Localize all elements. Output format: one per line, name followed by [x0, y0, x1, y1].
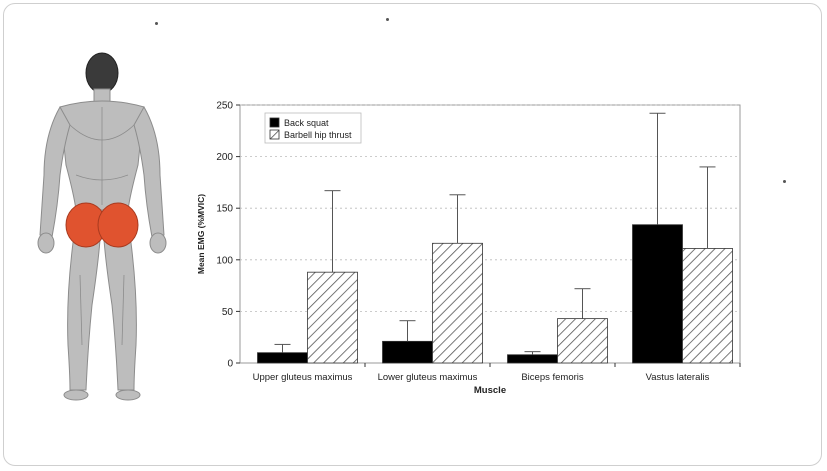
speck-mark	[783, 180, 786, 183]
bar-back-squat	[382, 340, 433, 364]
bar-hip-thrust	[557, 318, 608, 364]
emg-bar-chart: 0 50 100 150 200 250 Mean EMG (%MVIC) Upper glu…	[185, 95, 755, 405]
speck-mark	[155, 22, 158, 25]
y-axis-label: Mean EMG (%MVIC)	[196, 194, 206, 274]
y-tick-label: 100	[216, 255, 233, 266]
legend-swatch	[269, 129, 280, 140]
x-tick-label: Biceps femoris	[521, 372, 584, 383]
legend-label: Back squat	[284, 118, 329, 128]
body-back-view-icon	[37, 52, 167, 401]
legend-swatch	[269, 117, 280, 128]
anatomy-figure	[30, 45, 180, 405]
bar-back-squat	[632, 224, 683, 364]
x-axis-label: Muscle	[474, 385, 506, 396]
figure-card	[3, 3, 822, 466]
x-tick-label: Upper gluteus maximus	[253, 372, 353, 383]
y-tick-label: 250	[216, 101, 233, 112]
bar-hip-thrust	[432, 242, 483, 364]
bar-back-squat	[257, 352, 308, 364]
bar-hip-thrust	[682, 248, 733, 364]
x-tick-label: Lower gluteus maximus	[378, 372, 478, 383]
y-tick-label: 50	[222, 307, 234, 318]
bar-back-squat	[507, 354, 558, 364]
bar-hip-thrust	[307, 271, 358, 364]
chart-svg: 0 50 100 150 200 250 Mean EMG (%MVIC) Upper glu…	[196, 101, 741, 396]
speck-mark	[386, 18, 389, 21]
legend-box	[264, 112, 362, 144]
legend-label: Barbell hip thrust	[284, 130, 352, 140]
y-tick-label: 150	[216, 204, 233, 215]
x-tick-label: Vastus lateralis	[646, 372, 710, 383]
y-tick-label: 200	[216, 152, 233, 163]
y-tick-label: 0	[227, 359, 233, 370]
